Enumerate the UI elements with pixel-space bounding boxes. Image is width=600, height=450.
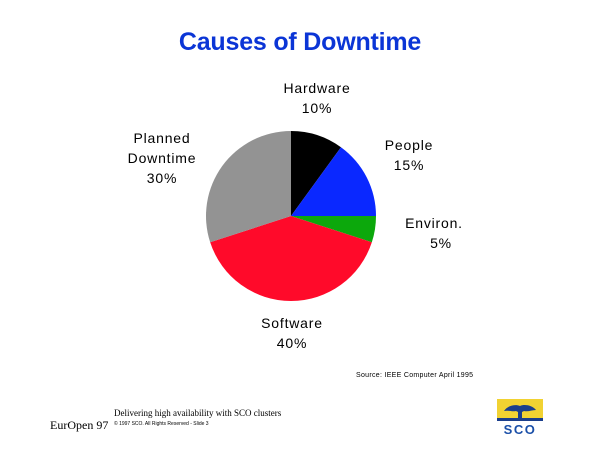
footer-tagline: Delivering high availability with SCO cl… (114, 408, 282, 418)
pie-slice-planned-downtime (206, 131, 291, 243)
pie-slice-people (291, 147, 376, 216)
logo-tree-icon (504, 405, 536, 421)
pie-slice-environ (291, 216, 376, 243)
slice-label-hardware-value: 10% (301, 100, 333, 116)
sco-logo: SCO (497, 399, 543, 436)
slice-label-planned-name-2: Downtime (127, 150, 197, 166)
pie-slices (206, 131, 376, 302)
slice-label-hardware: Hardware 10% (272, 78, 362, 118)
slice-label-software-value: 40% (276, 335, 308, 351)
slice-label-planned-value: 30% (146, 170, 178, 186)
footer-org: EurOpen 97 (50, 418, 109, 432)
pie-slice-hardware (291, 131, 341, 216)
chart-title: Causes of Downtime (178, 28, 422, 56)
source-note: Source: IEEE Computer April 1995 (356, 372, 474, 379)
slice-label-software: Software 40% (246, 313, 338, 353)
slice-label-planned: Planned Downtime 30% (112, 128, 212, 188)
slice-label-hardware-name: Hardware (283, 80, 351, 96)
slice-label-environ-name: Environ. (405, 215, 463, 231)
slice-label-software-name: Software (261, 315, 323, 331)
footer-copyright: © 1997 SCO. All Rights Reserved - Slide … (114, 421, 209, 427)
logo-ground (497, 418, 543, 421)
logo-text: SCO (504, 422, 537, 436)
slice-label-environ-value: 5% (430, 235, 452, 251)
slice-label-people-value: 15% (393, 157, 425, 173)
slice-label-people-name: People (384, 137, 434, 153)
slice-label-planned-name-1: Planned (133, 130, 191, 146)
slice-label-environ: Environ. 5% (388, 213, 480, 253)
pie-slice-software (210, 216, 372, 302)
slice-label-people: People 15% (364, 135, 454, 175)
